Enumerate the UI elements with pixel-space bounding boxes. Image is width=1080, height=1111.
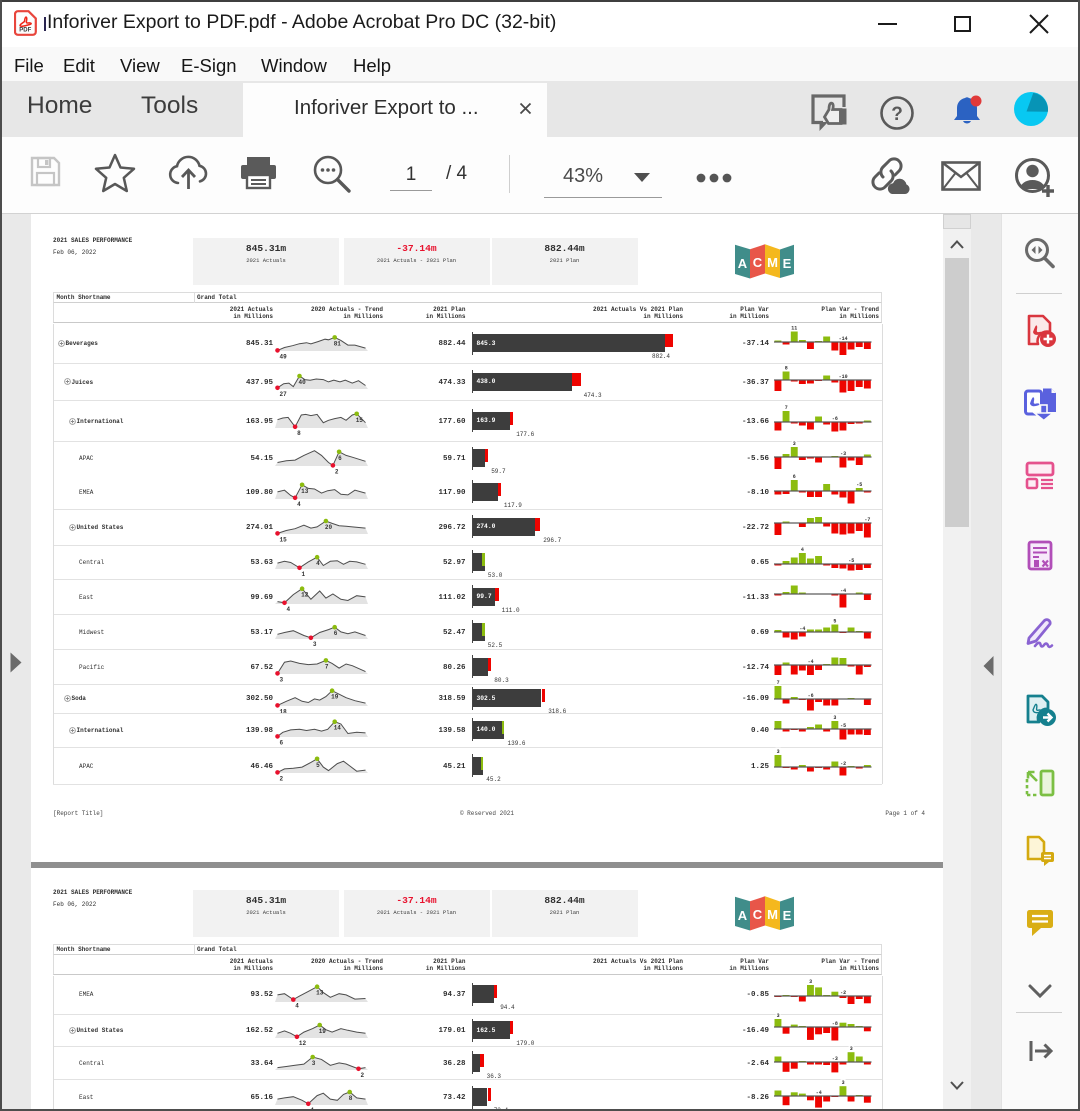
- svg-text:3: 3: [793, 441, 796, 447]
- svg-text:7: 7: [325, 663, 329, 670]
- svg-text:A: A: [738, 256, 748, 271]
- svg-text:M: M: [767, 907, 778, 922]
- svg-text:-2: -2: [840, 990, 846, 996]
- svg-text:6: 6: [280, 740, 284, 747]
- svg-text:13: 13: [316, 989, 324, 996]
- svg-text:A: A: [738, 908, 748, 923]
- svg-text:?: ?: [891, 104, 903, 125]
- svg-text:5: 5: [316, 762, 320, 769]
- svg-text:3: 3: [833, 715, 836, 721]
- svg-text:13: 13: [301, 488, 309, 495]
- svg-text:3: 3: [809, 979, 812, 985]
- svg-text:4: 4: [801, 547, 804, 553]
- svg-text:-4: -4: [808, 659, 814, 665]
- svg-text:4: 4: [287, 606, 291, 613]
- svg-text:-6: -6: [832, 416, 838, 422]
- svg-text:14: 14: [334, 725, 342, 732]
- svg-text:12: 12: [301, 592, 309, 599]
- svg-text:4: 4: [295, 1002, 299, 1009]
- svg-text:4: 4: [297, 501, 301, 508]
- svg-text:-2: -2: [840, 761, 846, 767]
- svg-text:3: 3: [850, 1047, 853, 1053]
- svg-text:8: 8: [297, 430, 301, 437]
- svg-text:2: 2: [361, 1072, 365, 1079]
- svg-text:4: 4: [310, 1106, 314, 1111]
- svg-text:20: 20: [325, 524, 333, 531]
- svg-text:C: C: [753, 907, 763, 922]
- svg-text:-5: -5: [840, 723, 846, 729]
- svg-text:6: 6: [338, 454, 342, 461]
- svg-text:1: 1: [302, 571, 306, 578]
- svg-text:3: 3: [312, 1060, 316, 1067]
- svg-text:49: 49: [280, 353, 288, 360]
- svg-text:18: 18: [280, 708, 288, 715]
- svg-text:3: 3: [777, 749, 780, 755]
- svg-text:11: 11: [791, 326, 797, 332]
- svg-text:-7: -7: [864, 517, 870, 523]
- svg-text:5: 5: [833, 618, 836, 624]
- svg-text:3: 3: [842, 1080, 845, 1086]
- svg-text:2: 2: [335, 468, 339, 475]
- svg-text:6: 6: [334, 630, 338, 637]
- svg-text:8: 8: [785, 365, 788, 371]
- svg-text:8: 8: [349, 1095, 353, 1102]
- svg-text:15: 15: [280, 537, 288, 544]
- svg-text:-5: -5: [856, 482, 862, 488]
- svg-text:-8: -8: [832, 1021, 838, 1027]
- svg-text:-3: -3: [832, 1056, 838, 1062]
- svg-text:-4: -4: [799, 626, 805, 632]
- svg-text:-6: -6: [808, 693, 814, 699]
- svg-text:PDF: PDF: [19, 28, 31, 34]
- svg-text:7: 7: [777, 680, 780, 686]
- svg-text:6: 6: [793, 474, 796, 480]
- svg-text:-4: -4: [840, 588, 846, 594]
- svg-text:4: 4: [316, 561, 320, 568]
- svg-text:E: E: [783, 908, 792, 923]
- svg-text:M: M: [767, 255, 778, 270]
- svg-text:-10: -10: [839, 374, 848, 380]
- svg-text:7: 7: [785, 405, 788, 411]
- svg-text:-5: -5: [848, 558, 854, 564]
- svg-text:C: C: [753, 255, 763, 270]
- svg-text:3: 3: [280, 676, 284, 683]
- svg-text:81: 81: [334, 340, 342, 347]
- svg-text:E: E: [783, 256, 792, 271]
- svg-text:15: 15: [356, 417, 364, 424]
- svg-text:-3: -3: [840, 451, 846, 457]
- svg-text:19: 19: [331, 694, 339, 701]
- svg-text:2: 2: [280, 775, 284, 782]
- svg-text:3: 3: [313, 641, 317, 648]
- svg-text:-4: -4: [816, 1090, 822, 1096]
- svg-text:12: 12: [299, 1039, 307, 1046]
- svg-text:-14: -14: [839, 336, 848, 342]
- svg-text:40: 40: [299, 379, 307, 386]
- svg-text:19: 19: [319, 1028, 327, 1035]
- svg-text:3: 3: [777, 1013, 780, 1019]
- svg-text:27: 27: [280, 391, 288, 398]
